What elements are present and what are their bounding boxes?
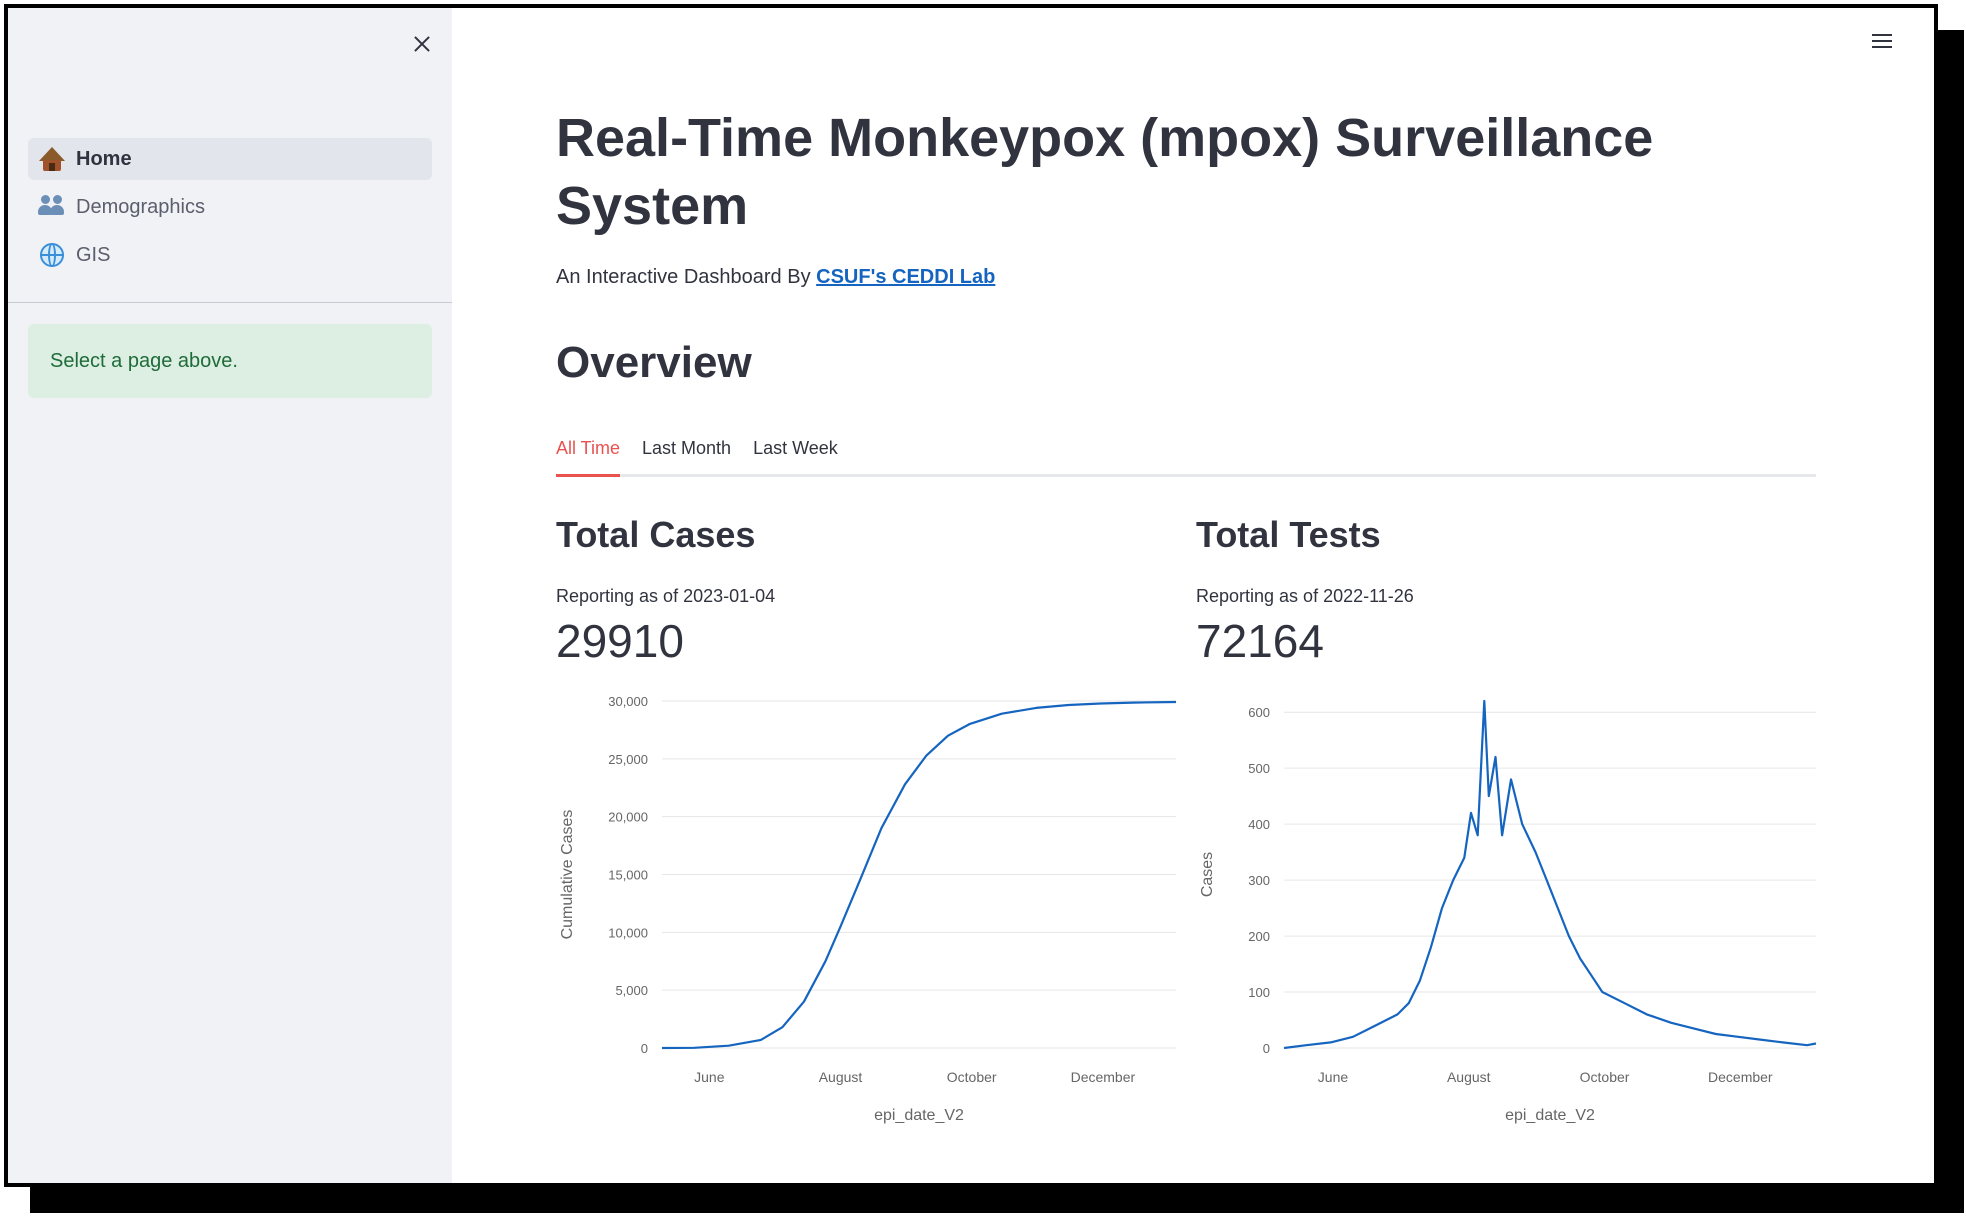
globe-icon xyxy=(38,241,66,269)
y-tick-label: 300 xyxy=(1248,873,1270,888)
menu-icon[interactable] xyxy=(1872,34,1892,50)
y-tick-label: 0 xyxy=(641,1041,648,1056)
section-heading: Overview xyxy=(556,338,752,387)
info-message: Select a page above. xyxy=(28,324,432,398)
series-line xyxy=(661,700,1177,1050)
x-tick-label: October xyxy=(1580,1069,1630,1085)
x-tick-label: December xyxy=(1708,1069,1773,1085)
y-tick-label: 15,000 xyxy=(608,868,648,883)
y-tick-label: 30,000 xyxy=(608,694,648,709)
sidebar-item-label: Demographics xyxy=(76,195,205,218)
x-tick-label: August xyxy=(1447,1069,1491,1085)
sidebar: Home Demographics xyxy=(8,8,452,1183)
total-tests-heading: Total Tests xyxy=(1196,514,1381,555)
ceddi-lab-link[interactable]: CSUF's CEDDI Lab xyxy=(816,266,996,288)
y-tick-label: 600 xyxy=(1248,705,1270,720)
hut-icon xyxy=(38,145,66,173)
y-tick-label: 400 xyxy=(1248,817,1270,832)
y-tick-label: 0 xyxy=(1263,1041,1270,1056)
page-title: Real-Time Monkeypox (mpox) Surveillance … xyxy=(556,108,1654,236)
y-axis-label: Cases xyxy=(1199,852,1216,897)
y-axis-label: Cumulative Cases xyxy=(559,810,576,940)
subtitle-text: An Interactive Dashboard By xyxy=(556,266,817,288)
tab-last-month[interactable]: Last Month xyxy=(642,438,732,458)
subtitle: An Interactive Dashboard By CSUF's CEDDI… xyxy=(556,266,995,289)
app-window: Home Demographics xyxy=(4,4,1938,1187)
x-tick-label: December xyxy=(1071,1069,1136,1085)
y-tick-label: 10,000 xyxy=(608,925,648,940)
total-cases-as-of: Reporting as of 2023-01-04 xyxy=(556,586,776,606)
y-tick-label: 100 xyxy=(1248,985,1270,1000)
tab-all-time[interactable]: All Time xyxy=(556,428,621,477)
people-icon xyxy=(38,193,66,221)
y-tick-label: 25,000 xyxy=(608,752,648,767)
sidebar-item-gis[interactable]: GIS xyxy=(28,234,432,276)
x-tick-label: June xyxy=(1318,1069,1349,1085)
total-tests-value: 72164 xyxy=(1196,615,1324,667)
x-axis-label: epi_date_V2 xyxy=(1505,1107,1595,1124)
y-tick-label: 200 xyxy=(1248,929,1270,944)
x-tick-label: June xyxy=(694,1069,725,1085)
x-axis-label: epi_date_V2 xyxy=(874,1107,964,1124)
daily-cases-chart: 0 100 200 300 400 500 600 June August October Dece… xyxy=(1199,699,1817,1124)
cumulative-cases-chart: 0 5,000 10,000 15,000 20,000 25,000 30,000 June… xyxy=(559,694,1177,1124)
y-tick-label: 500 xyxy=(1248,761,1270,776)
sidebar-nav: Home Demographics xyxy=(28,138,432,282)
sidebar-divider xyxy=(8,302,452,303)
tab-bar: All Time Last Month Last Week xyxy=(556,428,1816,477)
series-line xyxy=(1283,699,1817,1050)
x-tick-label: August xyxy=(819,1069,863,1085)
tab-last-week[interactable]: Last Week xyxy=(753,438,838,458)
total-tests-as-of: Reporting as of 2022-11-26 xyxy=(1196,586,1414,606)
sidebar-item-demographics[interactable]: Demographics xyxy=(28,186,432,228)
sidebar-item-home[interactable]: Home xyxy=(28,138,432,180)
sidebar-item-label: GIS xyxy=(76,243,111,266)
y-tick-label: 5,000 xyxy=(615,983,648,998)
total-cases-heading: Total Cases xyxy=(556,514,756,555)
x-tick-label: October xyxy=(947,1069,997,1085)
y-tick-label: 20,000 xyxy=(608,810,648,825)
total-cases-value: 29910 xyxy=(556,615,684,667)
close-sidebar-button[interactable] xyxy=(408,30,436,58)
sidebar-item-label: Home xyxy=(76,147,132,170)
